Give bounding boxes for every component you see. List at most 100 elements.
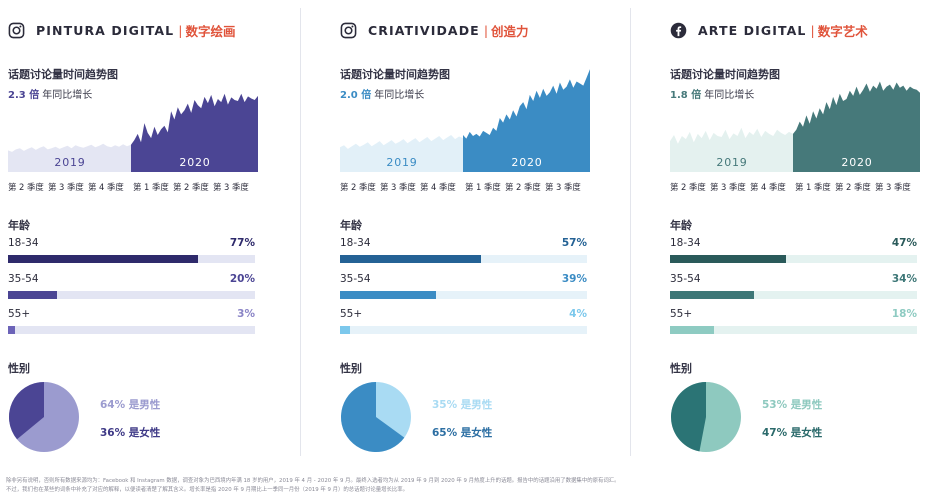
age-bar-fill xyxy=(670,255,787,263)
quarter-tick-label: 第 4 季度 xyxy=(750,182,786,192)
gender-pie-chart xyxy=(670,382,741,452)
instagram-icon xyxy=(340,22,357,39)
area-series-2020 xyxy=(793,81,920,172)
gender-pie-chart xyxy=(341,382,411,452)
year-label-2020: 2020 xyxy=(511,156,542,169)
age-bar-fill xyxy=(8,326,16,334)
area-series-2019 xyxy=(8,143,131,172)
age-bar-track xyxy=(340,326,587,334)
gender-female-text: 36% 是女性 xyxy=(100,427,161,439)
year-label-2020: 2020 xyxy=(179,156,210,169)
age-bar-track xyxy=(8,291,255,299)
gender-section-title: 性别 xyxy=(8,362,30,375)
area-series-2020 xyxy=(463,69,590,172)
topic-title: CRIATIVIDADE xyxy=(368,22,480,38)
topic-title: PINTURA DIGITAL xyxy=(36,22,175,38)
age-percent: 39% xyxy=(561,273,587,285)
quarter-tick-label: 第 2 季度 xyxy=(8,182,44,192)
age-range: 35-54 xyxy=(8,273,39,285)
growth-text: 2.0 倍年同比增长 xyxy=(340,86,424,101)
age-percent: 4% xyxy=(569,308,587,320)
age-percent: 20% xyxy=(229,273,255,285)
age-bar-track xyxy=(340,255,587,263)
topic-title-cn: 创造力 xyxy=(491,23,529,39)
quarter-tick-label: 第 3 季度 xyxy=(213,182,249,192)
age-bar-fill xyxy=(8,291,58,299)
age-percent: 18% xyxy=(891,308,917,320)
pie-slice-female xyxy=(670,382,706,452)
area-series-2019 xyxy=(670,127,793,172)
topic-title-cn: 数字艺术 xyxy=(817,23,868,39)
growth-label: 年同比增长 xyxy=(704,90,755,101)
age-bar-fill xyxy=(340,326,350,334)
quarter-tick-label: 第 3 季度 xyxy=(875,182,911,192)
gender-female-text: 65% 是女性 xyxy=(432,427,493,439)
age-bar-fill xyxy=(8,255,199,263)
growth-text: 1.8 倍年同比增长 xyxy=(670,86,754,101)
age-percent: 34% xyxy=(891,273,917,285)
quarter-tick-label: 第 2 季度 xyxy=(670,182,706,192)
title-separator: | xyxy=(810,22,815,38)
trend-area-chart: 2019 2020第 2 季度第 3 季度第 4 季度第 1 季度第 2 季度第 … xyxy=(340,69,590,192)
quarter-tick-label: 第 2 季度 xyxy=(835,182,871,192)
instagram-icon xyxy=(8,22,25,39)
footnote-line-1: 除非另有说明，否则所有数据来源均为：Facebook 和 Instagram 数… xyxy=(6,478,620,484)
age-bar-fill xyxy=(340,291,437,299)
growth-label: 年同比增长 xyxy=(42,90,93,101)
growth-text: 2.3 倍年同比增长 xyxy=(8,86,92,101)
age-range: 55+ xyxy=(8,308,31,320)
age-bar-track xyxy=(8,326,255,334)
quarter-tick-label: 第 2 季度 xyxy=(505,182,541,192)
growth-multiplier: 1.8 倍 xyxy=(670,90,702,101)
growth-multiplier: 2.0 倍 xyxy=(340,90,372,101)
quarter-tick-label: 第 4 季度 xyxy=(88,182,124,192)
trend-area-chart: 2019 2020第 2 季度第 3 季度第 4 季度第 1 季度第 2 季度第 … xyxy=(8,93,258,192)
age-percent: 47% xyxy=(891,237,917,249)
panel-pintura-digital: PINTURA DIGITAL | 数字绘画话题讨论量时间趋势图 2.3 倍年同比增长… xyxy=(0,0,300,460)
growth-label: 年同比增长 xyxy=(374,90,425,101)
age-percent: 3% xyxy=(237,308,255,320)
age-section-title: 年龄 xyxy=(8,219,30,232)
trend-chart-title: 话题讨论量时间趋势图 xyxy=(8,68,118,81)
gender-male-text: 35% 是男性 xyxy=(432,399,493,411)
panel-criatividade: CRIATIVIDADE | 创造力话题讨论量时间趋势图 2.0 倍年同比增长 2019… xyxy=(332,0,632,460)
footnote-line-2: 不过，我们也在某些的词条中补充了对应的解释，以便读者清楚了解其含义。增长率是指 … xyxy=(6,487,409,493)
age-section-title: 年龄 xyxy=(670,219,692,232)
topic-title: ARTE DIGITAL xyxy=(698,22,807,38)
quarter-tick-label: 第 1 季度 xyxy=(795,182,831,192)
gender-female-text: 47% 是女性 xyxy=(762,427,823,439)
facebook-icon xyxy=(670,22,687,39)
quarter-tick-label: 第 3 季度 xyxy=(48,182,84,192)
age-range: 55+ xyxy=(340,308,363,320)
quarter-tick-label: 第 2 季度 xyxy=(340,182,376,192)
quarter-tick-label: 第 4 季度 xyxy=(420,182,456,192)
area-series-2020 xyxy=(131,93,258,172)
quarter-tick-label: 第 3 季度 xyxy=(545,182,581,192)
panel-header: ARTE DIGITAL | 数字艺术 xyxy=(670,20,868,40)
gender-section-title: 性别 xyxy=(670,362,692,375)
trend-area-chart: 2019 2020第 2 季度第 3 季度第 4 季度第 1 季度第 2 季度第 … xyxy=(670,81,920,192)
trend-chart-title: 话题讨论量时间趋势图 xyxy=(340,68,450,81)
quarter-tick-label: 第 2 季度 xyxy=(173,182,209,192)
age-bar-track xyxy=(670,255,917,263)
age-bar-track xyxy=(670,326,917,334)
area-series-2019 xyxy=(340,135,463,172)
quarter-tick-label: 第 1 季度 xyxy=(133,182,169,192)
age-bar-fill xyxy=(670,291,754,299)
age-range: 18-34 xyxy=(340,237,371,249)
pie-slice-female xyxy=(8,382,45,440)
quarter-tick-label: 第 1 季度 xyxy=(465,182,501,192)
quarter-tick-label: 第 3 季度 xyxy=(710,182,746,192)
year-label-2019: 2019 xyxy=(386,156,417,169)
gender-pie-chart xyxy=(8,382,79,452)
age-percent: 57% xyxy=(561,237,587,249)
age-bar-track xyxy=(340,291,587,299)
divider xyxy=(300,8,301,456)
age-range: 55+ xyxy=(670,308,693,320)
quarter-tick-label: 第 3 季度 xyxy=(380,182,416,192)
panel-header: PINTURA DIGITAL | 数字绘画 xyxy=(8,20,235,40)
age-range: 18-34 xyxy=(8,237,39,249)
age-bar-track xyxy=(8,255,255,263)
panel-header: CRIATIVIDADE | 创造力 xyxy=(340,20,529,40)
growth-multiplier: 2.3 倍 xyxy=(8,90,40,101)
